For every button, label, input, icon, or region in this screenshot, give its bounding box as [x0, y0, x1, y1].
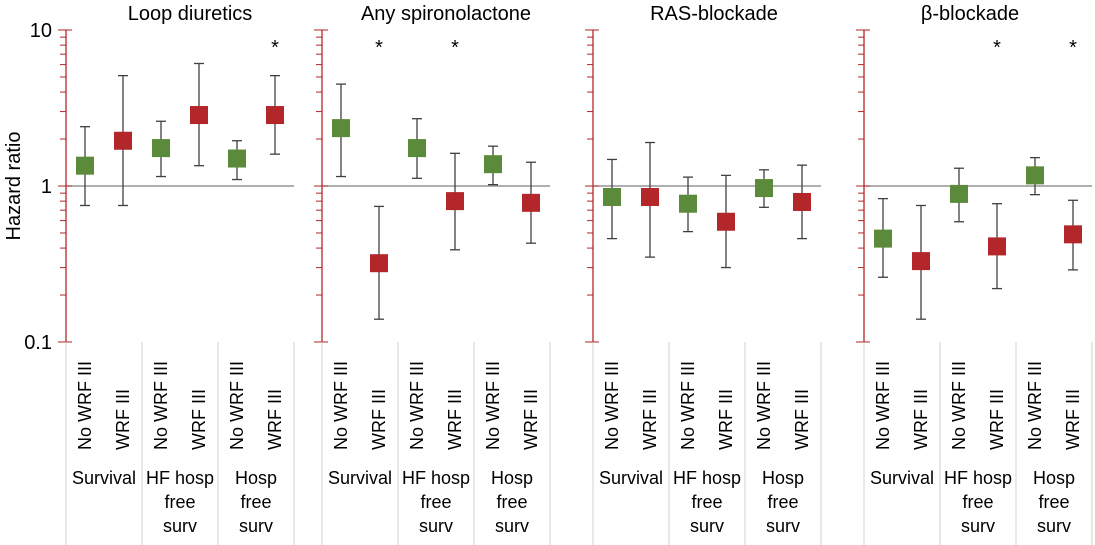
- group-label: surv: [419, 516, 453, 536]
- x-marker-label: WRF III: [521, 389, 541, 450]
- panel: RAS-blockade No WRF III WRF III No WRF III W…: [585, 3, 822, 545]
- significance-asterisk: *: [375, 37, 383, 59]
- no-wrf-marker: [228, 149, 246, 168]
- significance-asterisk: *: [271, 37, 279, 59]
- x-marker-label: No WRF III: [949, 361, 969, 450]
- group-label: surv: [495, 516, 529, 536]
- group-label: Survival: [599, 468, 663, 488]
- group-label: surv: [1037, 516, 1071, 536]
- group-label: surv: [766, 516, 800, 536]
- group-label: surv: [961, 516, 995, 536]
- x-marker-label: WRF III: [987, 389, 1007, 450]
- no-wrf-marker: [76, 156, 94, 175]
- significance-asterisk: *: [451, 37, 459, 59]
- x-marker-label: No WRF III: [483, 361, 503, 450]
- x-marker-label: No WRF III: [407, 361, 427, 450]
- x-marker-label: WRF III: [716, 389, 736, 450]
- panel-title: RAS-blockade: [650, 3, 778, 25]
- x-marker-label: No WRF III: [1025, 361, 1045, 450]
- no-wrf-marker: [950, 184, 968, 203]
- x-marker-label: No WRF III: [227, 361, 247, 450]
- group-label: Hosp: [1033, 468, 1075, 488]
- group-label: free: [496, 492, 527, 512]
- panel-title: Any spironolactone: [361, 3, 531, 25]
- panel: Any spironolactone No WRF III * WRF III No W…: [314, 3, 551, 545]
- y-tick-label: 10: [30, 20, 52, 42]
- no-wrf-marker: [408, 139, 426, 158]
- no-wrf-marker: [1026, 166, 1044, 185]
- group-label: Hosp: [491, 468, 533, 488]
- group-label: free: [240, 492, 271, 512]
- group-label: Hosp: [235, 468, 277, 488]
- x-marker-label: WRF III: [113, 389, 133, 450]
- x-marker-label: No WRF III: [678, 361, 698, 450]
- no-wrf-marker: [679, 194, 697, 213]
- wrf-marker: [1064, 225, 1082, 244]
- group-label: Survival: [870, 468, 934, 488]
- y-tick-labels: 10 1 0.1: [24, 20, 52, 354]
- group-label: surv: [690, 516, 724, 536]
- y-tick-label: 0.1: [24, 332, 52, 354]
- wrf-marker: [266, 106, 284, 125]
- group-label: Survival: [328, 468, 392, 488]
- panel-title: Loop diuretics: [128, 3, 253, 25]
- group-label: free: [691, 492, 722, 512]
- y-axis-title: Hazard ratio: [3, 132, 25, 241]
- group-label: Survival: [72, 468, 136, 488]
- wrf-marker: [370, 254, 388, 273]
- wrf-marker: [641, 188, 659, 207]
- x-marker-label: WRF III: [189, 389, 209, 450]
- x-marker-label: No WRF III: [873, 361, 893, 450]
- panel-title: β-blockade: [921, 3, 1019, 25]
- panel: Loop diuretics No WRF III WRF III No WRF II…: [58, 3, 295, 545]
- group-label: free: [767, 492, 798, 512]
- significance-asterisk: *: [993, 37, 1001, 59]
- x-marker-label: WRF III: [1063, 389, 1083, 450]
- wrf-marker: [793, 192, 811, 211]
- wrf-marker: [446, 192, 464, 211]
- wrf-marker: [717, 212, 735, 231]
- x-marker-label: WRF III: [792, 389, 812, 450]
- no-wrf-marker: [603, 188, 621, 207]
- wrf-marker: [114, 131, 132, 150]
- no-wrf-marker: [755, 179, 773, 198]
- y-tick-label: 1: [41, 176, 52, 198]
- no-wrf-marker: [874, 229, 892, 248]
- panel: β-blockade No WRF III WRF III No WRF III * WR…: [856, 3, 1093, 545]
- group-label: free: [1038, 492, 1069, 512]
- x-marker-label: WRF III: [265, 389, 285, 450]
- x-marker-label: WRF III: [640, 389, 660, 450]
- group-label: Hosp: [762, 468, 804, 488]
- x-marker-label: No WRF III: [754, 361, 774, 450]
- x-marker-label: WRF III: [369, 389, 389, 450]
- panels: Loop diuretics No WRF III WRF III No WRF II…: [58, 3, 1093, 545]
- group-label: free: [420, 492, 451, 512]
- group-label: free: [962, 492, 993, 512]
- no-wrf-marker: [332, 119, 350, 138]
- group-label: HF hosp: [402, 468, 470, 488]
- wrf-marker: [190, 106, 208, 125]
- x-marker-label: WRF III: [911, 389, 931, 450]
- group-label: HF hosp: [944, 468, 1012, 488]
- group-label: HF hosp: [146, 468, 214, 488]
- x-marker-label: WRF III: [445, 389, 465, 450]
- x-marker-label: No WRF III: [151, 361, 171, 450]
- significance-asterisk: *: [1069, 37, 1077, 59]
- x-marker-label: No WRF III: [331, 361, 351, 450]
- wrf-marker: [522, 193, 540, 212]
- wrf-marker: [912, 252, 930, 271]
- group-label: surv: [239, 516, 273, 536]
- y-axis-title: Hazard ratio: [3, 132, 25, 241]
- x-marker-label: No WRF III: [75, 361, 95, 450]
- no-wrf-marker: [152, 139, 170, 158]
- group-label: surv: [163, 516, 197, 536]
- group-label: free: [164, 492, 195, 512]
- group-label: HF hosp: [673, 468, 741, 488]
- x-marker-label: No WRF III: [602, 361, 622, 450]
- wrf-marker: [988, 237, 1006, 256]
- no-wrf-marker: [484, 155, 502, 174]
